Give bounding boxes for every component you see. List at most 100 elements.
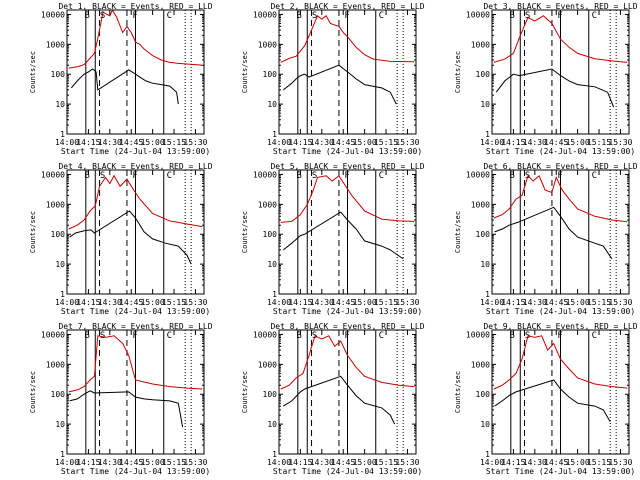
x-tick-label: 15:30 [183, 458, 207, 467]
y-tick-label: 10 [480, 420, 490, 429]
interval-label: B [296, 331, 301, 341]
interval-label: S [100, 331, 105, 341]
x-axis-label: Start Time (24-Jul-04 13:59:00) [273, 147, 422, 156]
x-tick-label: 14:00 [480, 298, 504, 307]
interval-label: F [557, 331, 562, 341]
detector-panel-6: 1 10 100 1000 10000 14:0014:1514:3014:4515:00… [454, 162, 638, 316]
x-tick-label: 14:00 [480, 138, 504, 147]
lld-series-line [493, 335, 628, 390]
interval-label: B [509, 11, 514, 21]
y-tick-label: 10 [267, 420, 277, 429]
interval-label: F [132, 11, 137, 21]
interval-label: B [84, 331, 89, 341]
plot-frame [278, 329, 417, 455]
y-tick-label: 1000 [46, 360, 65, 369]
x-tick-label: 14:15 [288, 458, 312, 467]
plot-frame [491, 9, 630, 135]
y-tick-label: 100 [51, 70, 66, 79]
interval-label: S [525, 331, 530, 341]
interval-label: C [167, 11, 172, 21]
x-tick-label: 14:45 [544, 298, 568, 307]
x-tick-label: 15:30 [395, 298, 419, 307]
interval-label: C [379, 171, 384, 181]
y-tick-label: 10 [267, 100, 277, 109]
x-tick-label: 14:30 [523, 138, 547, 147]
x-tick-label: 14:45 [331, 458, 355, 467]
y-tick-label: 100 [51, 230, 66, 239]
x-tick-label: 14:00 [267, 458, 291, 467]
panel-title: Det 6, BLACK = Events, RED = LLD [483, 162, 637, 171]
interval-label: S [100, 11, 105, 21]
interval-label: B [296, 171, 301, 181]
y-tick-label: 100 [476, 70, 491, 79]
y-axis-label: Counts/sec [454, 371, 462, 413]
interval-label: F [132, 171, 137, 181]
y-tick-label: 1000 [258, 200, 277, 209]
y-tick-label: 1000 [471, 200, 490, 209]
y-axis-label: Counts/sec [454, 211, 462, 253]
plot-frame [278, 169, 417, 295]
interval-label: S [525, 171, 530, 181]
x-axis-label: Start Time (24-Jul-04 13:59:00) [61, 467, 210, 476]
lld-series-line [68, 174, 203, 230]
x-tick-label: 15:15 [374, 298, 398, 307]
detector-panel-4: 1 10 100 1000 10000 14:0014:1514:3014:4515:00… [29, 162, 213, 316]
x-tick-label: 15:15 [587, 138, 611, 147]
y-tick-label: 100 [51, 390, 66, 399]
y-tick-label: 100 [263, 390, 278, 399]
y-tick-label: 1 [60, 130, 65, 139]
x-tick-label: 14:30 [310, 138, 334, 147]
y-tick-label: 10000 [253, 170, 277, 179]
x-tick-label: 14:45 [544, 458, 568, 467]
panel-title: Det 4, BLACK = Events, RED = LLD [58, 162, 212, 171]
panel-title: Det 2, BLACK = Events, RED = LLD [270, 2, 424, 11]
interval-label: B [84, 171, 89, 181]
detector-panel-7: 1 10 100 1000 10000 14:0014:1514:3014:4515:00… [29, 322, 213, 476]
x-tick-label: 15:30 [608, 458, 632, 467]
x-tick-label: 14:45 [119, 458, 143, 467]
x-tick-label: 14:30 [98, 138, 122, 147]
y-tick-label: 10 [55, 100, 65, 109]
interval-label: C [592, 331, 597, 341]
interval-label: F [344, 331, 349, 341]
interval-label: B [296, 11, 301, 21]
y-axis-label: Counts/sec [241, 51, 249, 93]
interval-label: S [312, 11, 317, 21]
x-tick-label: 15:00 [353, 138, 377, 147]
x-tick-label: 15:30 [608, 298, 632, 307]
y-tick-label: 10 [480, 100, 490, 109]
lld-series-line [280, 15, 415, 63]
interval-label: C [379, 11, 384, 21]
lld-series-line [68, 335, 203, 393]
panel-title: Det 7, BLACK = Events, RED = LLD [58, 322, 212, 331]
y-axis-label: Counts/sec [29, 211, 37, 253]
x-tick-label: 15:15 [587, 458, 611, 467]
y-tick-label: 100 [263, 230, 278, 239]
x-tick-label: 14:15 [288, 138, 312, 147]
y-tick-label: 10000 [253, 330, 277, 339]
x-tick-label: 15:00 [566, 138, 590, 147]
x-tick-label: 15:00 [141, 298, 165, 307]
x-tick-label: 15:15 [162, 298, 186, 307]
x-tick-label: 14:45 [544, 138, 568, 147]
plot-frame [66, 9, 205, 135]
x-tick-label: 14:00 [55, 458, 79, 467]
y-tick-label: 1000 [46, 200, 65, 209]
x-tick-label: 14:45 [119, 138, 143, 147]
y-tick-label: 100 [476, 230, 491, 239]
y-tick-label: 10 [480, 260, 490, 269]
events-series-line [282, 64, 397, 105]
x-tick-label: 14:30 [310, 458, 334, 467]
plot-frame [66, 169, 205, 295]
x-axis-label: Start Time (24-Jul-04 13:59:00) [273, 467, 422, 476]
x-tick-label: 14:15 [501, 138, 525, 147]
y-tick-label: 1 [485, 450, 490, 459]
events-series-line [283, 375, 396, 425]
detector-panel-5: 1 10 100 1000 10000 14:0014:1514:3014:4515:00… [241, 162, 425, 316]
x-tick-label: 15:30 [183, 138, 207, 147]
y-tick-label: 10 [55, 260, 65, 269]
x-tick-label: 15:30 [183, 298, 207, 307]
events-series-line [495, 68, 615, 108]
x-axis-label: Start Time (24-Jul-04 13:59:00) [273, 307, 422, 316]
